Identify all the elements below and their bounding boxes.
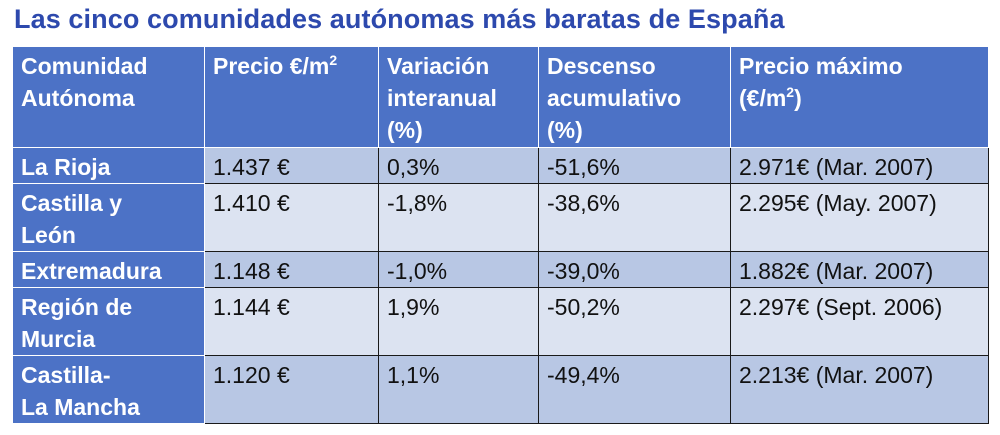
table-row: Castilla y León 1.410 € -1,8% -38,6% 2.2… bbox=[12, 183, 989, 252]
page-title: Las cinco comunidades autónomas más bara… bbox=[14, 4, 785, 34]
max-price-cell: 1.882€ (Mar. 2007) bbox=[730, 251, 989, 288]
price-cell: 1.144 € bbox=[204, 287, 379, 356]
header-price: Precio €/m2 bbox=[204, 46, 379, 148]
header-max-price: Precio máximo (€/m2) bbox=[730, 46, 989, 148]
variation-cell: 1,1% bbox=[378, 355, 539, 424]
decline-cell: -39,0% bbox=[538, 251, 731, 288]
price-cell: 1.410 € bbox=[204, 183, 379, 252]
price-table: Comunidad Autónoma Precio €/m2 Variación… bbox=[12, 46, 989, 424]
header-decline: Descenso acumulativo (%) bbox=[538, 46, 731, 148]
region-cell: La Rioja bbox=[12, 147, 205, 184]
header-variation: Variación interanual (%) bbox=[378, 46, 539, 148]
table-row: Región de Murcia 1.144 € 1,9% -50,2% 2.2… bbox=[12, 287, 989, 356]
variation-cell: 1,9% bbox=[378, 287, 539, 356]
table-row: Extremadura 1.148 € -1,0% -39,0% 1.882€ … bbox=[12, 251, 989, 288]
decline-cell: -38,6% bbox=[538, 183, 731, 252]
table-header-row: Comunidad Autónoma Precio €/m2 Variación… bbox=[12, 46, 989, 148]
max-price-cell: 2.971€ (Mar. 2007) bbox=[730, 147, 989, 184]
header-region: Comunidad Autónoma bbox=[12, 46, 205, 148]
region-cell: Castilla y León bbox=[12, 183, 205, 252]
price-cell: 1.148 € bbox=[204, 251, 379, 288]
max-price-cell: 2.295€ (May. 2007) bbox=[730, 183, 989, 252]
decline-cell: -50,2% bbox=[538, 287, 731, 356]
decline-cell: -49,4% bbox=[538, 355, 731, 424]
region-cell: Extremadura bbox=[12, 251, 205, 288]
decline-cell: -51,6% bbox=[538, 147, 731, 184]
max-price-cell: 2.213€ (Mar. 2007) bbox=[730, 355, 989, 424]
table-row: La Rioja 1.437 € 0,3% -51,6% 2.971€ (Mar… bbox=[12, 147, 989, 184]
max-price-cell: 2.297€ (Sept. 2006) bbox=[730, 287, 989, 356]
region-cell: Región de Murcia bbox=[12, 287, 205, 356]
variation-cell: -1,8% bbox=[378, 183, 539, 252]
price-cell: 1.120 € bbox=[204, 355, 379, 424]
table-row: Castilla- La Mancha 1.120 € 1,1% -49,4% … bbox=[12, 355, 989, 424]
variation-cell: 0,3% bbox=[378, 147, 539, 184]
variation-cell: -1,0% bbox=[378, 251, 539, 288]
price-cell: 1.437 € bbox=[204, 147, 379, 184]
region-cell: Castilla- La Mancha bbox=[12, 355, 205, 424]
